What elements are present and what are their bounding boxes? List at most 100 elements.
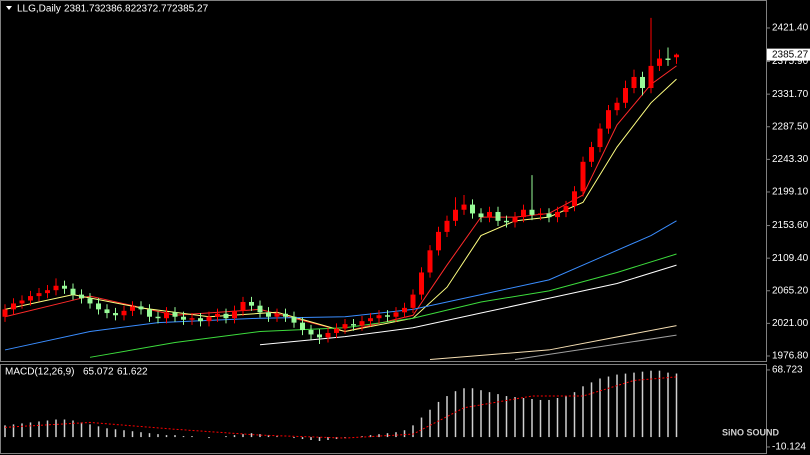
high-value: 2386.82 <box>100 4 137 15</box>
candle-body <box>113 313 118 316</box>
price-panel <box>0 0 767 362</box>
candle-body <box>96 303 101 310</box>
price-label-box <box>767 48 810 61</box>
candle-body <box>597 128 603 148</box>
candle-body <box>257 305 263 313</box>
y-tick-label: 68.723 <box>772 365 803 376</box>
candle-body <box>317 334 322 338</box>
y-tick-label: 1976.80 <box>772 351 809 362</box>
candle-body <box>376 315 382 319</box>
candle-body <box>572 191 577 207</box>
candle-body <box>504 220 509 223</box>
candle-body <box>249 301 254 306</box>
candle-body <box>385 315 390 317</box>
candle-body <box>274 313 280 317</box>
macd-value: 65.072 <box>83 367 114 378</box>
candle-body <box>427 250 433 273</box>
candle-body <box>121 310 127 316</box>
candle-body <box>359 321 365 326</box>
candle-body <box>470 204 475 214</box>
candle-body <box>614 102 620 111</box>
candle-body <box>291 316 297 323</box>
candle-body <box>351 324 356 326</box>
candle-body <box>546 213 552 218</box>
candle-body <box>104 309 110 314</box>
candle-body <box>436 231 441 251</box>
y-tick-label: 2021.00 <box>772 318 809 329</box>
candle-body <box>580 161 586 192</box>
chart-title: LLG,Daily <box>17 4 61 15</box>
y-tick-label: 2287.50 <box>772 121 809 132</box>
y-tick-label: 2421.40 <box>772 23 809 34</box>
candle-body <box>198 318 203 322</box>
moving-average <box>514 334 677 361</box>
candle-body <box>674 54 679 58</box>
moving-average <box>259 264 677 346</box>
candle-body <box>342 324 348 329</box>
candle-body <box>563 206 569 212</box>
candle-body <box>453 209 458 221</box>
candle-body <box>410 294 416 308</box>
y-tick-label: 2375.90 <box>772 56 809 67</box>
candle-body <box>521 209 526 218</box>
candle-body <box>53 285 59 291</box>
candle-body <box>665 58 671 60</box>
y-tick-label: 2331.70 <box>772 89 809 100</box>
candle-body <box>444 220 450 232</box>
signal-value: 61.622 <box>117 367 148 378</box>
candle-body <box>70 288 76 295</box>
candle-body <box>631 76 637 89</box>
y-tick-label: 2109.40 <box>772 253 809 264</box>
candle-body <box>393 312 399 317</box>
watermark: SiNO SOUND <box>722 427 780 437</box>
y-tick-label: 2065.20 <box>772 285 809 296</box>
candle-body <box>206 316 212 322</box>
macd-panel <box>0 364 767 454</box>
candle-body <box>62 285 67 289</box>
close-value: 2385.27 <box>172 4 209 15</box>
candle-body <box>240 301 246 311</box>
candle-body <box>640 76 645 89</box>
open-value: 2381.73 <box>64 4 101 15</box>
candle-body <box>155 316 161 319</box>
candle-body <box>308 330 314 335</box>
candle-body <box>495 211 501 221</box>
candle-body <box>147 309 152 317</box>
candle-body <box>538 213 543 215</box>
low-value: 2372.77 <box>136 4 173 15</box>
candle-body <box>130 306 135 311</box>
macd-title: MACD(12,26,9) <box>5 367 74 378</box>
candle-body <box>334 328 339 333</box>
candle-body <box>402 307 407 313</box>
menu-arrow[interactable] <box>6 6 12 10</box>
candle-body <box>79 294 84 299</box>
candle-body <box>164 312 169 319</box>
candle-body <box>138 306 144 310</box>
y-tick-label: 2153.60 <box>772 220 809 231</box>
moving-average <box>4 78 677 333</box>
candle-body <box>648 65 654 89</box>
candle-body <box>266 312 271 317</box>
y-tick-label: 2243.30 <box>772 154 809 165</box>
y-tick-label: -10.124 <box>772 442 806 453</box>
candle-body <box>325 332 331 338</box>
candle-body <box>419 272 424 295</box>
candle-body <box>487 211 492 218</box>
candle-body <box>512 217 518 223</box>
candle-body <box>232 310 237 319</box>
candle-body <box>589 147 594 162</box>
candle-body <box>606 110 611 129</box>
candle-body <box>45 290 50 294</box>
candle-body <box>11 303 16 310</box>
candle-body <box>87 298 93 304</box>
candle-body <box>215 313 220 317</box>
candle-body <box>623 88 628 103</box>
candle-body <box>19 300 25 304</box>
candle-body <box>2 309 8 317</box>
candle-body <box>555 211 560 218</box>
candle-body <box>223 313 229 319</box>
candle-body <box>478 213 484 218</box>
candle-body <box>300 322 305 331</box>
candle-body <box>181 316 186 320</box>
